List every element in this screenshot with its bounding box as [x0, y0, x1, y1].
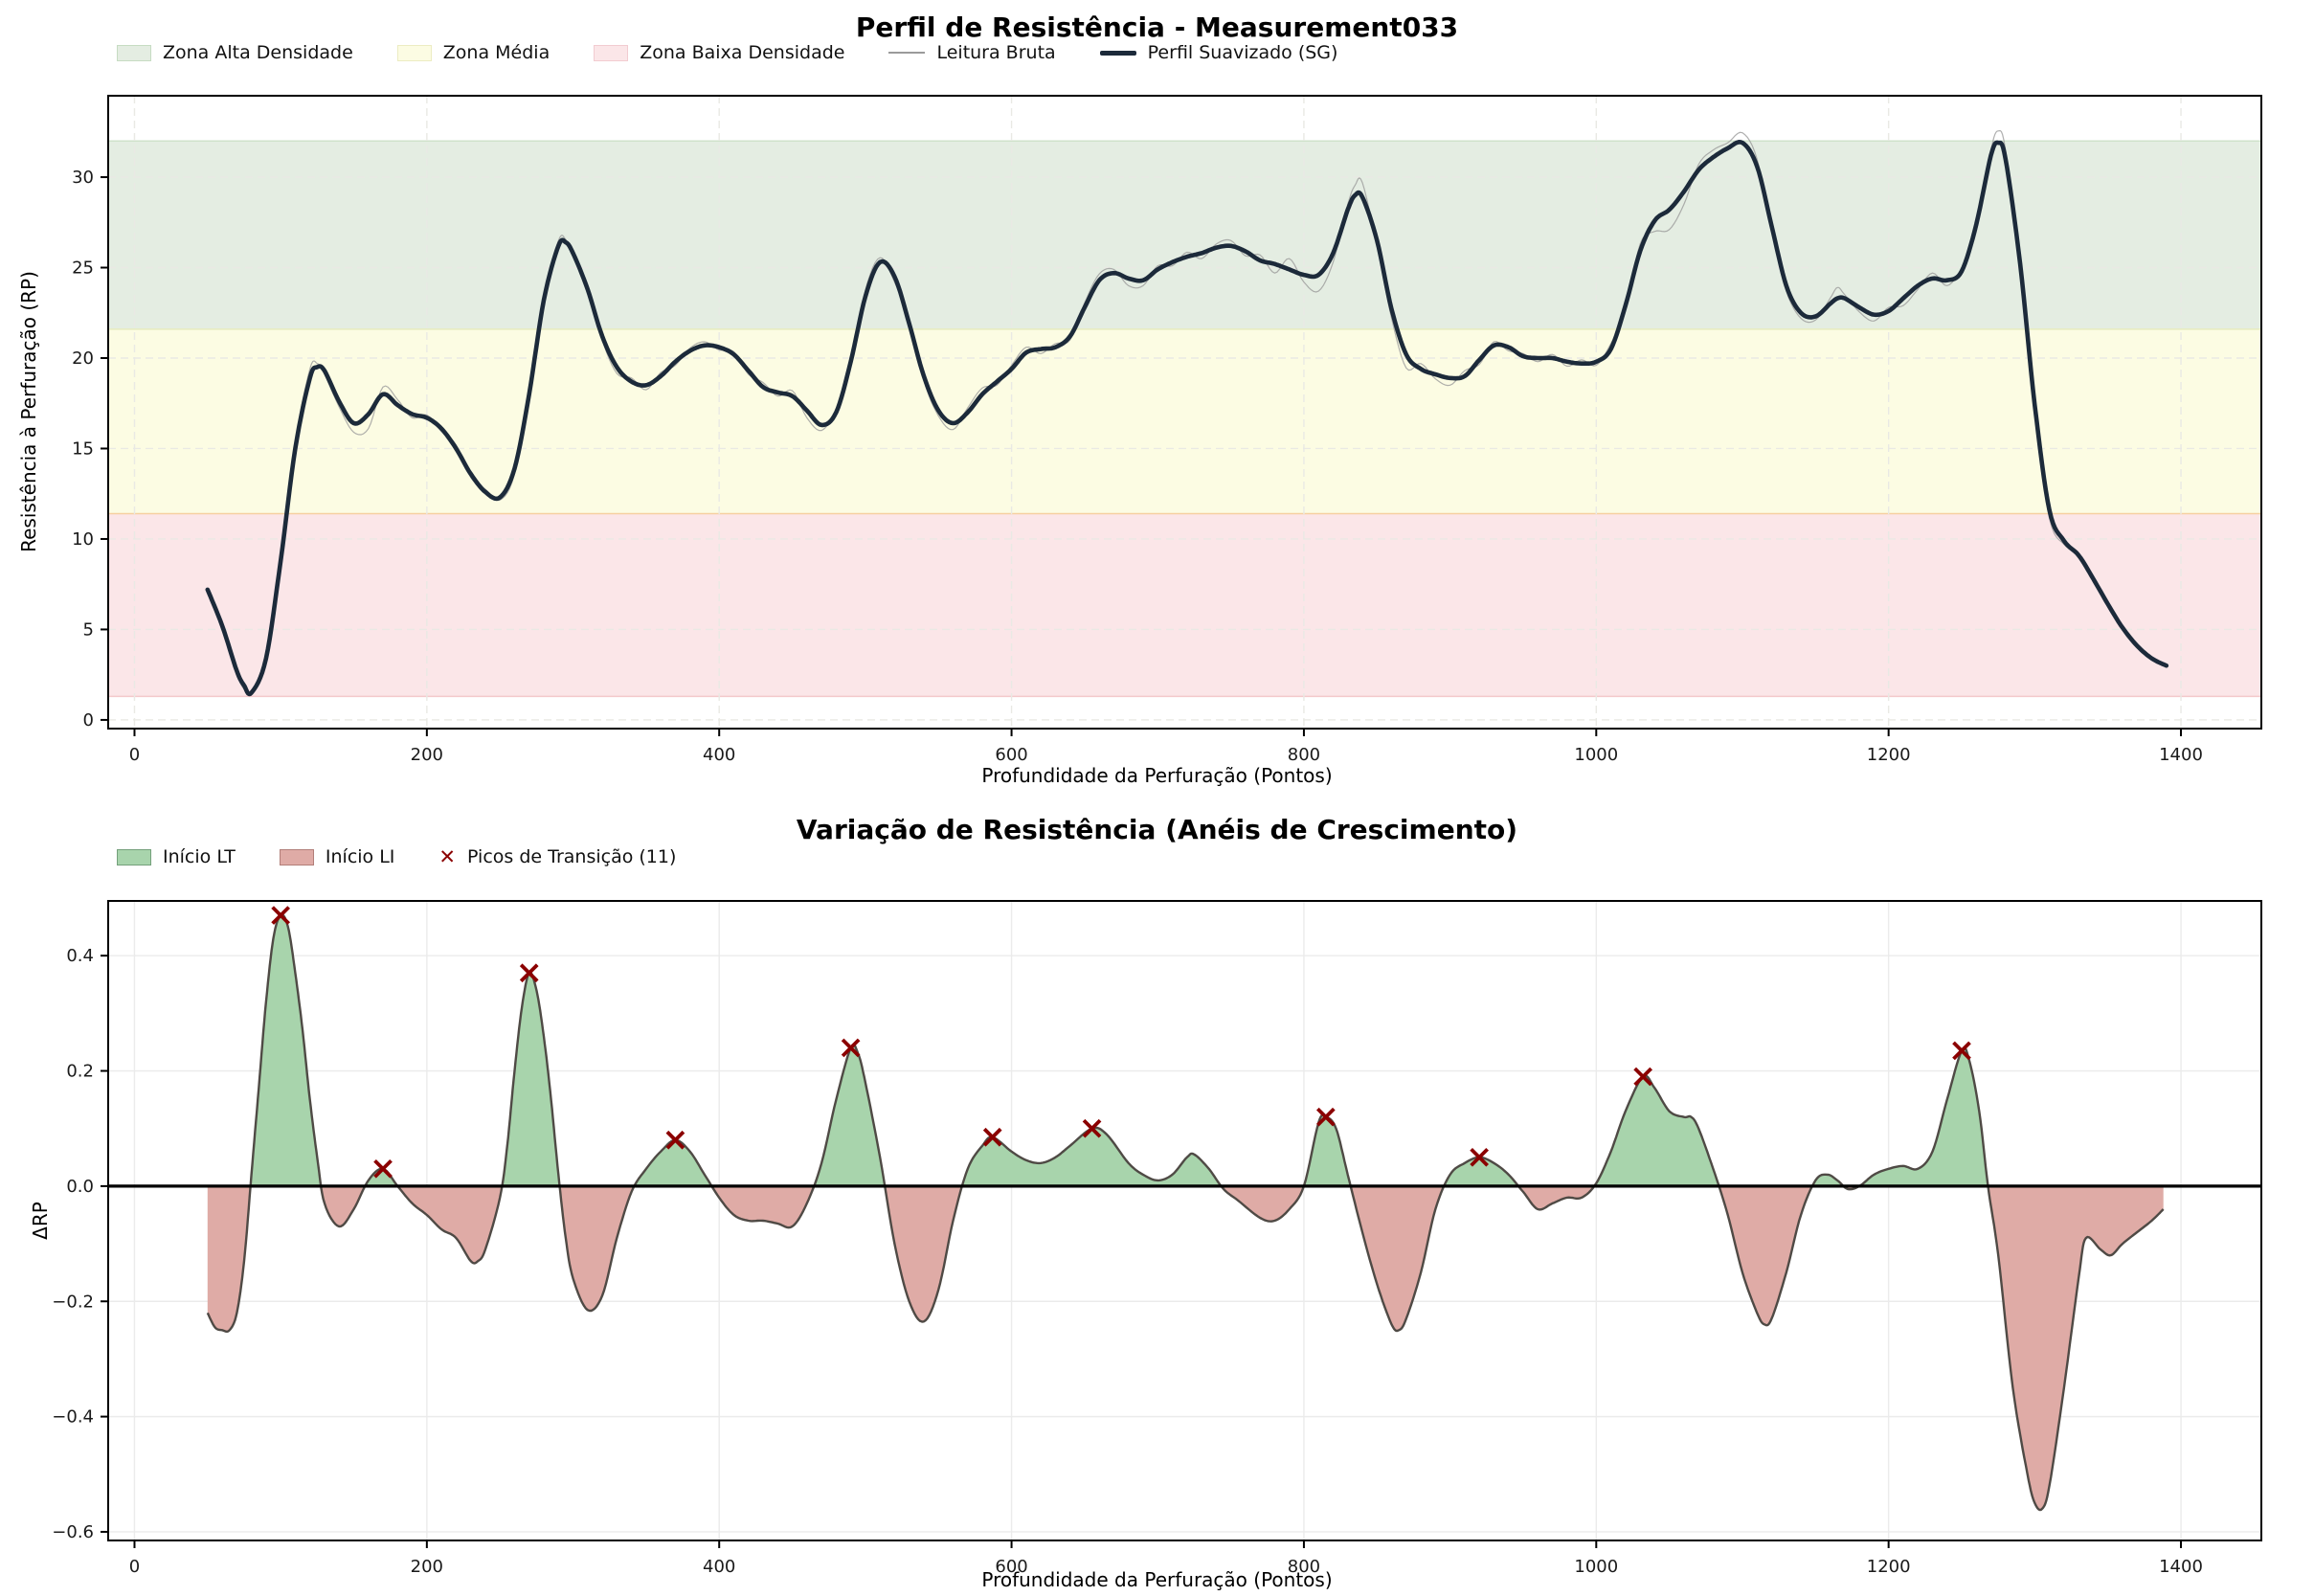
zone-mid-swatch-icon: [396, 44, 432, 61]
legend-item-perfil-suavizado: Perfil Suavizado (SG): [1099, 42, 1338, 63]
delta-rp-line: [206, 913, 2165, 1512]
legend-label: Zona Alta Densidade: [163, 42, 353, 63]
legend-label: Zona Baixa Densidade: [640, 42, 845, 63]
density-zone-band: [108, 328, 2261, 514]
legend-label: Leitura Bruta: [936, 42, 1056, 63]
x-tick-label: 800: [1288, 1557, 1320, 1577]
y-tick-label: 15: [72, 438, 94, 459]
legend-item-leitura-bruta: Leitura Bruta: [888, 42, 1056, 63]
legend-label: Picos de Transição (11): [467, 846, 677, 867]
x-marker-icon: ✕: [438, 844, 457, 868]
transition-peak-marker: [1082, 1118, 1102, 1138]
transition-peak-marker: [665, 1130, 685, 1150]
transition-peak-marker: [519, 963, 539, 983]
top-chart-ylabel: Resistência à Perfuração (RP): [17, 271, 40, 552]
legend-item-inicio-li: Início LI: [279, 846, 395, 867]
legend-label: Zona Média: [442, 42, 550, 63]
x-tick-label: 1200: [1867, 745, 1911, 765]
zone-low-swatch-icon: [594, 44, 629, 61]
negative-area-fill: [207, 1185, 2164, 1511]
bottom-chart-legend: Início LT Início LI ✕ Picos de Transição…: [117, 846, 676, 867]
y-tick-label: 0.0: [66, 1177, 94, 1197]
y-tick-label: −0.2: [52, 1292, 94, 1312]
y-tick-label: 0.2: [66, 1062, 94, 1082]
y-tick-label: 0: [83, 710, 94, 731]
x-tick-label: 200: [411, 745, 443, 765]
y-tick-label: 5: [83, 619, 94, 640]
y-tick-label: 10: [72, 529, 94, 550]
y-tick-label: 0.4: [66, 946, 94, 966]
transition-peak-marker: [1633, 1067, 1653, 1087]
bottom-chart-title: Variação de Resistência (Anéis de Cresci…: [796, 814, 1518, 845]
zone-high-swatch-icon: [117, 44, 151, 61]
top-chart-xlabel: Profundidade da Perfuração (Pontos): [981, 764, 1333, 787]
y-tick-label: −0.6: [52, 1522, 94, 1542]
x-tick-label: 1000: [1574, 1557, 1618, 1577]
smoothed-profile-line: [205, 140, 2169, 697]
x-tick-label: 800: [1288, 745, 1320, 765]
axes-frame: [107, 900, 2262, 1541]
legend-item-inicio-lt: Início LT: [117, 846, 236, 867]
positive-fill-swatch-icon: [117, 848, 151, 865]
legend-item-picos: ✕ Picos de Transição (11): [438, 846, 676, 867]
x-tick-label: 200: [411, 1557, 443, 1577]
bottom-chart-xlabel: Profundidade da Perfuração (Pontos): [981, 1568, 1333, 1591]
x-tick-label: 600: [995, 745, 1027, 765]
top-chart-title: Perfil de Resistência - Measurement033: [855, 11, 1459, 43]
y-tick-label: 20: [72, 348, 94, 369]
raw-line-swatch-icon: [888, 52, 926, 54]
x-tick-label: 400: [703, 745, 735, 765]
legend-item-zona-baixa: Zona Baixa Densidade: [594, 42, 844, 63]
y-tick-label: 30: [72, 168, 94, 188]
x-tick-label: 600: [995, 1557, 1027, 1577]
bottom-plot-area: 0 200 400 600 800 1000 1200 1400 0.4 0.2 0.0 −0.2 −0…: [52, 900, 2262, 1577]
transition-peak-marker: [1470, 1147, 1489, 1167]
legend-item-zona-media: Zona Média: [396, 42, 550, 63]
transition-peak-marker: [1952, 1041, 1971, 1061]
x-tick-label: 1200: [1867, 1557, 1911, 1577]
transition-peak-marker: [373, 1158, 393, 1179]
x-tick-label: 400: [703, 1557, 735, 1577]
y-tick-label: 25: [72, 259, 94, 279]
negative-fill-swatch-icon: [279, 848, 314, 865]
axes-frame: [107, 95, 2262, 730]
x-tick-label: 1400: [2159, 745, 2203, 765]
transition-peak-marker: [841, 1038, 861, 1058]
top-chart-legend: Zona Alta Densidade Zona Média Zona Baix…: [117, 42, 1337, 63]
legend-label: Perfil Suavizado (SG): [1147, 42, 1338, 63]
legend-item-zona-alta: Zona Alta Densidade: [117, 42, 353, 63]
density-zone-band: [108, 141, 2261, 329]
x-tick-label: 0: [129, 745, 140, 765]
legend-label: Início LI: [325, 846, 395, 867]
legend-label: Início LT: [163, 846, 236, 867]
x-tick-label: 1400: [2159, 1557, 2203, 1577]
transition-peak-marker: [1315, 1107, 1336, 1127]
transition-peak-marker: [271, 906, 291, 925]
smooth-line-swatch-icon: [1099, 50, 1136, 56]
y-tick-label: −0.4: [52, 1407, 94, 1427]
bottom-chart-ylabel: ΔRP: [29, 1202, 52, 1240]
positive-area-fill: [207, 914, 2164, 1186]
transition-peak-marker: [982, 1127, 1002, 1147]
x-tick-label: 1000: [1574, 745, 1618, 765]
top-plot-area: 0 200 400 600 800 1000 1200 1400 0 5 10 15 20 25 30: [72, 95, 2262, 765]
density-zone-band: [108, 513, 2261, 697]
x-tick-label: 0: [129, 1557, 140, 1577]
